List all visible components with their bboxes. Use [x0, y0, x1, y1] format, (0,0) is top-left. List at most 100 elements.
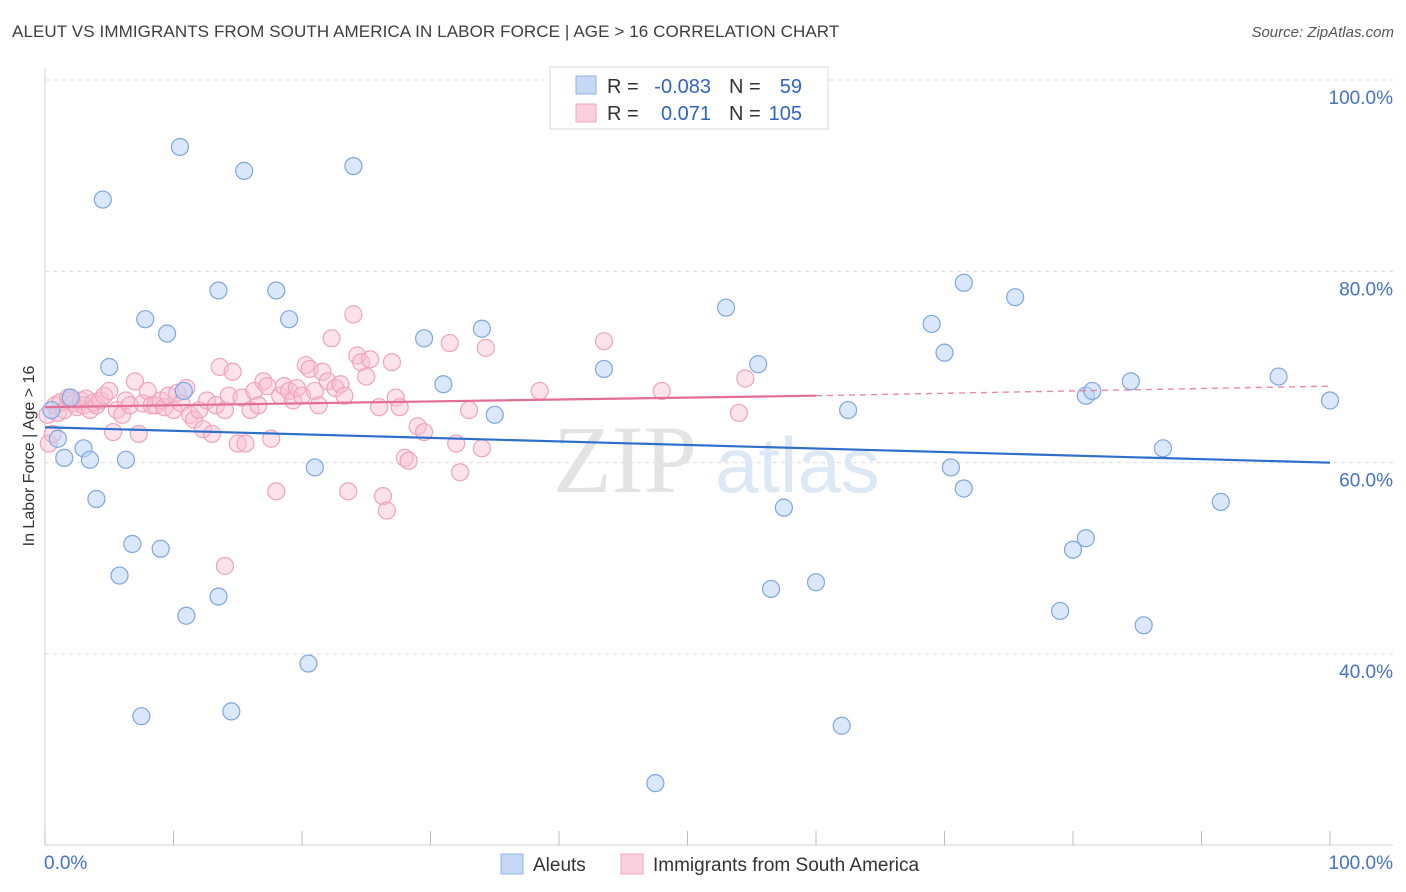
data-point: [472, 439, 491, 458]
data-point: [1051, 601, 1070, 621]
data-point: [377, 501, 396, 520]
data-point: [61, 388, 80, 407]
data-point: [209, 587, 228, 606]
data-point: [132, 707, 151, 726]
data-point: [646, 774, 665, 793]
data-point: [202, 424, 222, 444]
data-point: [125, 372, 145, 391]
legend-n-label-immigrants: N =: [729, 103, 761, 125]
data-point: [941, 458, 961, 477]
data-point: [236, 434, 255, 453]
data-point: [116, 450, 136, 469]
watermark-atlas: atlas: [715, 421, 880, 509]
data-point: [373, 487, 393, 506]
legend-r-value-immigrants: 0.071: [661, 103, 711, 125]
data-point: [459, 400, 479, 420]
x-tick-label-right: 100.0%: [1329, 853, 1394, 874]
data-point: [313, 362, 332, 381]
data-point: [123, 534, 142, 554]
data-point: [93, 190, 112, 209]
data-point: [472, 319, 491, 338]
data-point: [157, 324, 177, 343]
data-point: [761, 579, 781, 599]
data-point: [594, 332, 614, 351]
data-point: [414, 422, 434, 442]
data-point: [42, 400, 61, 420]
data-point: [55, 448, 74, 467]
legend-swatch-aleuts: [575, 75, 597, 95]
data-point: [729, 403, 749, 423]
chart-title: ALEUT VS IMMIGRANTS FROM SOUTH AMERICA I…: [12, 22, 840, 41]
data-point: [249, 396, 268, 415]
data-point: [335, 386, 354, 405]
data-point: [136, 310, 155, 329]
data-point: [839, 400, 858, 420]
series-aleuts-points: [42, 137, 1340, 793]
y-tick-label: 80.0%: [1339, 279, 1393, 300]
data-point: [922, 314, 941, 334]
stats-legend: R = -0.083 N = 59 R = 0.071 N = 105: [549, 66, 829, 130]
data-point: [104, 422, 123, 442]
data-point: [299, 654, 318, 673]
data-point: [450, 463, 470, 482]
data-point: [280, 310, 299, 329]
legend-r-value-aleuts: -0.083: [654, 76, 711, 98]
data-point: [832, 716, 851, 735]
source-label: Source: ZipAtlas.com: [1251, 24, 1394, 41]
bottom-legend-label-aleuts: Aleuts: [533, 855, 586, 876]
data-point: [736, 369, 755, 388]
data-point: [339, 482, 358, 501]
data-point: [935, 343, 954, 362]
data-point: [223, 362, 242, 381]
data-point: [1269, 367, 1288, 386]
data-point: [80, 450, 100, 469]
legend-r-label-aleuts: R =: [607, 76, 639, 98]
data-point: [530, 381, 549, 401]
data-point: [344, 157, 363, 176]
data-point: [414, 329, 434, 348]
data-point: [361, 350, 380, 369]
trend-line-immigrants: [44, 394, 817, 409]
data-point: [954, 479, 973, 498]
data-point: [331, 375, 350, 394]
data-point: [774, 498, 793, 517]
data-point: [652, 381, 671, 401]
data-point: [1153, 439, 1173, 458]
legend-n-value-aleuts: 59: [780, 76, 802, 98]
grid: [45, 79, 1393, 655]
data-point: [434, 375, 453, 394]
data-point: [100, 381, 119, 401]
data-point: [485, 405, 504, 424]
y-tick-label: 100.0%: [1329, 88, 1394, 109]
data-point: [1063, 540, 1083, 559]
data-point: [100, 357, 119, 377]
data-point: [267, 281, 286, 300]
data-point: [1121, 372, 1140, 391]
series-legend: Aleuts Immigrants from South America: [500, 853, 920, 876]
data-point: [749, 355, 768, 374]
data-point: [476, 338, 495, 357]
legend-r-label-immigrants: R =: [607, 103, 639, 125]
y-tick-label: 40.0%: [1339, 662, 1393, 683]
watermark-zip: ZIP: [553, 406, 697, 513]
data-point: [1076, 529, 1095, 548]
data-point: [193, 420, 213, 439]
data-point: [222, 702, 241, 721]
data-point: [382, 353, 402, 372]
data-point: [228, 434, 247, 453]
data-point: [177, 606, 196, 625]
trend-lines: [44, 385, 1331, 464]
bottom-legend-swatch-immigrants: [620, 853, 644, 875]
data-point: [1211, 492, 1230, 511]
legend-n-label-aleuts: N =: [729, 76, 761, 98]
data-point: [1006, 288, 1025, 307]
data-point: [716, 298, 736, 317]
data-point: [267, 482, 286, 501]
data-point: [215, 400, 234, 420]
data-point: [170, 137, 190, 157]
legend-n-value-immigrants: 105: [769, 103, 802, 125]
bottom-legend-label-immigrants: Immigrants from South America: [653, 855, 920, 876]
data-point: [305, 458, 324, 477]
y-axis-title: In Labor Force | Age > 16: [21, 366, 38, 547]
